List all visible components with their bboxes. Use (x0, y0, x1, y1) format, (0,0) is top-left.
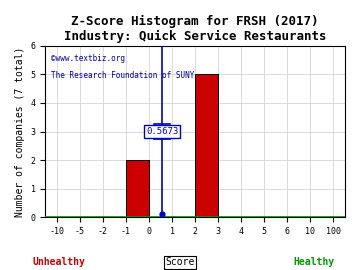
Bar (195, 74, 218, 217)
Text: Score: Score (165, 257, 195, 267)
Text: The Research Foundation of SUNY: The Research Foundation of SUNY (51, 72, 195, 80)
Text: 0.5673: 0.5673 (146, 127, 178, 136)
Text: Healthy: Healthy (294, 257, 335, 267)
Text: Unhealthy: Unhealthy (32, 257, 85, 267)
Y-axis label: Number of companies (7 total): Number of companies (7 total) (15, 46, 25, 217)
Bar (126, 160, 149, 217)
Title: Z-Score Histogram for FRSH (2017)
Industry: Quick Service Restaurants: Z-Score Histogram for FRSH (2017) Indust… (64, 15, 327, 43)
Text: ©www.textbiz.org: ©www.textbiz.org (51, 54, 125, 63)
